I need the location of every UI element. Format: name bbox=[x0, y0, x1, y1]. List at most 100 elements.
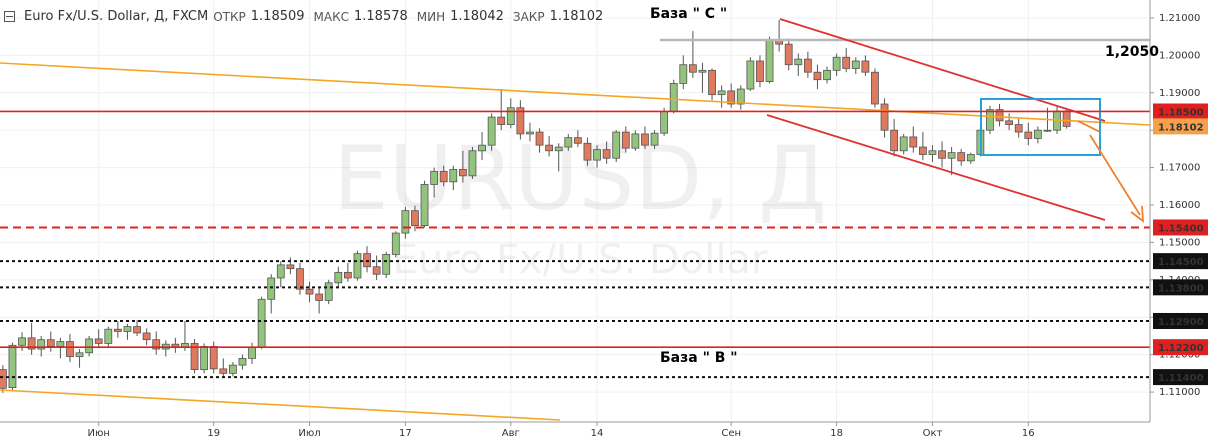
candle-body bbox=[267, 277, 276, 300]
candle-body bbox=[813, 71, 822, 81]
x-tick-label: Авг bbox=[502, 428, 520, 439]
candle-body bbox=[564, 137, 573, 148]
candle-body bbox=[842, 56, 851, 69]
x-tick-label: Июн bbox=[87, 428, 109, 439]
candle-body bbox=[324, 282, 333, 301]
y-tick-label: 1.19000 bbox=[1159, 88, 1200, 99]
candle-body bbox=[8, 344, 17, 388]
watermark-name: Euro Fx/U.S. Dollar bbox=[393, 237, 768, 283]
candle-body bbox=[1005, 120, 1014, 125]
level-label: 1.13800 bbox=[1158, 283, 1204, 294]
candle-body bbox=[803, 58, 812, 73]
candle-body bbox=[0, 369, 7, 389]
candle-body bbox=[545, 144, 554, 152]
candle-body bbox=[487, 116, 496, 146]
candle-body bbox=[382, 253, 391, 275]
candle-body bbox=[708, 69, 716, 96]
candle-body bbox=[439, 170, 448, 183]
candle-body bbox=[458, 169, 467, 177]
candle-body bbox=[401, 210, 410, 234]
annotation: База " C " bbox=[650, 6, 727, 22]
channel-line bbox=[779, 18, 1106, 122]
candle-body bbox=[1024, 131, 1033, 139]
x-tick-label: 18 bbox=[830, 428, 843, 439]
candle-body bbox=[1014, 124, 1023, 133]
ohlc-value: 1.18102 bbox=[549, 9, 604, 24]
candle-body bbox=[966, 154, 975, 162]
ohlc-value: 1.18042 bbox=[450, 9, 504, 24]
candle-body bbox=[535, 131, 544, 146]
candle-body bbox=[947, 152, 956, 159]
price-tag bbox=[1153, 118, 1208, 135]
ohlc-value: 1.18509 bbox=[250, 9, 305, 24]
y-tick-label: 1.21000 bbox=[1159, 13, 1200, 24]
candle-body bbox=[909, 136, 918, 148]
candle-body bbox=[113, 328, 122, 332]
candle-body bbox=[420, 184, 429, 226]
candle-body bbox=[727, 90, 736, 105]
candle-body bbox=[1062, 110, 1071, 127]
candle-body bbox=[660, 111, 669, 134]
candle-body bbox=[612, 131, 621, 159]
candle-body bbox=[228, 364, 237, 374]
y-tick-label: 1.11000 bbox=[1159, 387, 1200, 398]
candle-body bbox=[200, 346, 209, 371]
candle-body bbox=[372, 266, 381, 275]
arrow bbox=[1077, 120, 1101, 133]
level-tag bbox=[1153, 339, 1208, 356]
candle-body bbox=[593, 149, 601, 161]
y-tick-label: 1.15000 bbox=[1159, 237, 1200, 248]
x-tick-label: Сен bbox=[721, 428, 741, 439]
level-label: 1.12900 bbox=[1158, 317, 1204, 328]
candle-body bbox=[746, 60, 755, 90]
symbol-title: Euro Fx/U.S. Dollar, Д, FXCM bbox=[24, 9, 209, 24]
level-label: 1.14500 bbox=[1158, 257, 1204, 268]
candle-body bbox=[1043, 129, 1052, 132]
candle-body bbox=[823, 69, 831, 81]
candle-body bbox=[784, 43, 793, 66]
candle-body bbox=[37, 339, 46, 350]
candle-body bbox=[583, 142, 592, 161]
ohlc-key: МИН bbox=[416, 9, 446, 24]
candle-body bbox=[296, 268, 304, 290]
ohlc-key: ЗАКР bbox=[512, 9, 545, 24]
candle-body bbox=[142, 332, 151, 341]
candle-body bbox=[190, 343, 199, 371]
level-tag bbox=[1153, 312, 1208, 329]
arrow-head bbox=[1130, 205, 1145, 223]
x-tick-label: 16 bbox=[1022, 428, 1035, 439]
candle-body bbox=[995, 109, 1004, 122]
level-label: 1.15400 bbox=[1158, 223, 1204, 234]
candle-body bbox=[554, 146, 563, 152]
candle-body bbox=[46, 339, 55, 347]
candle-body bbox=[238, 358, 247, 366]
candle-body bbox=[526, 131, 534, 135]
candle-body bbox=[248, 346, 256, 359]
candle-body bbox=[890, 129, 899, 152]
candle-body bbox=[353, 253, 362, 279]
candle-body bbox=[756, 60, 764, 82]
toggle-icon[interactable] bbox=[4, 11, 15, 22]
level-tag bbox=[1153, 369, 1208, 386]
candle-body bbox=[871, 71, 879, 105]
level-tag bbox=[1153, 279, 1208, 296]
candle-body bbox=[94, 338, 103, 344]
candle-body bbox=[957, 152, 966, 162]
candle-body bbox=[85, 338, 94, 354]
candle-body bbox=[468, 150, 477, 177]
arrow bbox=[1089, 134, 1141, 216]
candle-body bbox=[631, 133, 640, 149]
annotation: 1,2050 bbox=[1105, 44, 1159, 60]
candle-body bbox=[938, 150, 946, 159]
trend-line bbox=[0, 62, 1151, 126]
candle-body bbox=[497, 116, 506, 125]
candle-body bbox=[641, 133, 649, 146]
candle-body bbox=[851, 60, 860, 69]
level-tag bbox=[1153, 219, 1208, 236]
candle-body bbox=[880, 103, 889, 131]
candle-body bbox=[573, 137, 582, 144]
candle-body bbox=[276, 264, 285, 279]
candle-body bbox=[688, 64, 697, 73]
candle-body bbox=[861, 60, 870, 73]
